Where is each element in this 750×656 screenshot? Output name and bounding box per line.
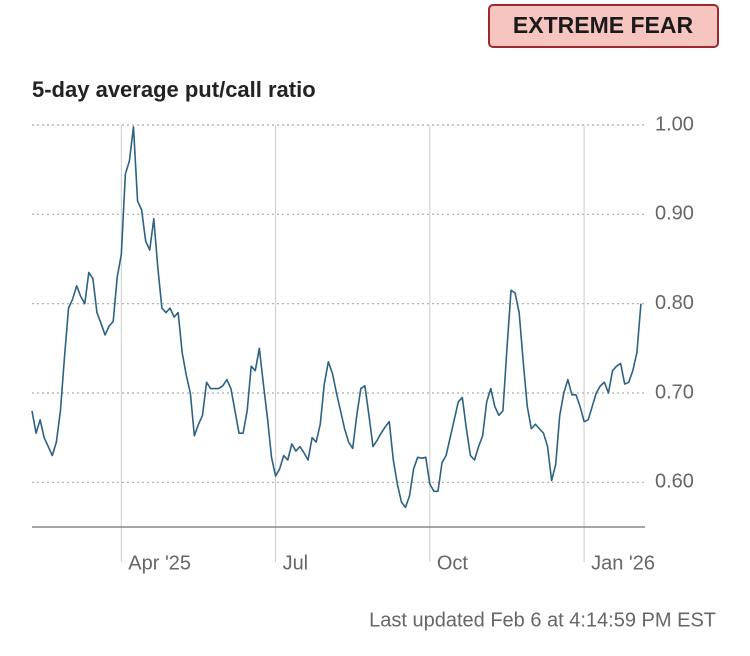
chart-title: 5-day average put/call ratio [32,77,316,102]
y-tick-label: 0.80 [655,292,694,314]
y-tick-label: 0.70 [655,381,694,403]
x-tick-label: Jan '26 [591,552,655,574]
line [31,125,642,509]
x-tick-label: Oct [437,552,469,574]
x-tick-label: Apr '25 [128,552,191,574]
y-tick-label: 1.00 [655,113,694,135]
y-tick-label: 0.60 [655,471,694,493]
badge-box [488,4,719,48]
x-tick-label: Jul [283,552,309,574]
y-tick-label: 0.90 [655,203,694,225]
badge: EXTREME FEAR [513,12,694,38]
footer: Last updated Feb 6 at 4:14:59 PM EST [369,609,716,631]
